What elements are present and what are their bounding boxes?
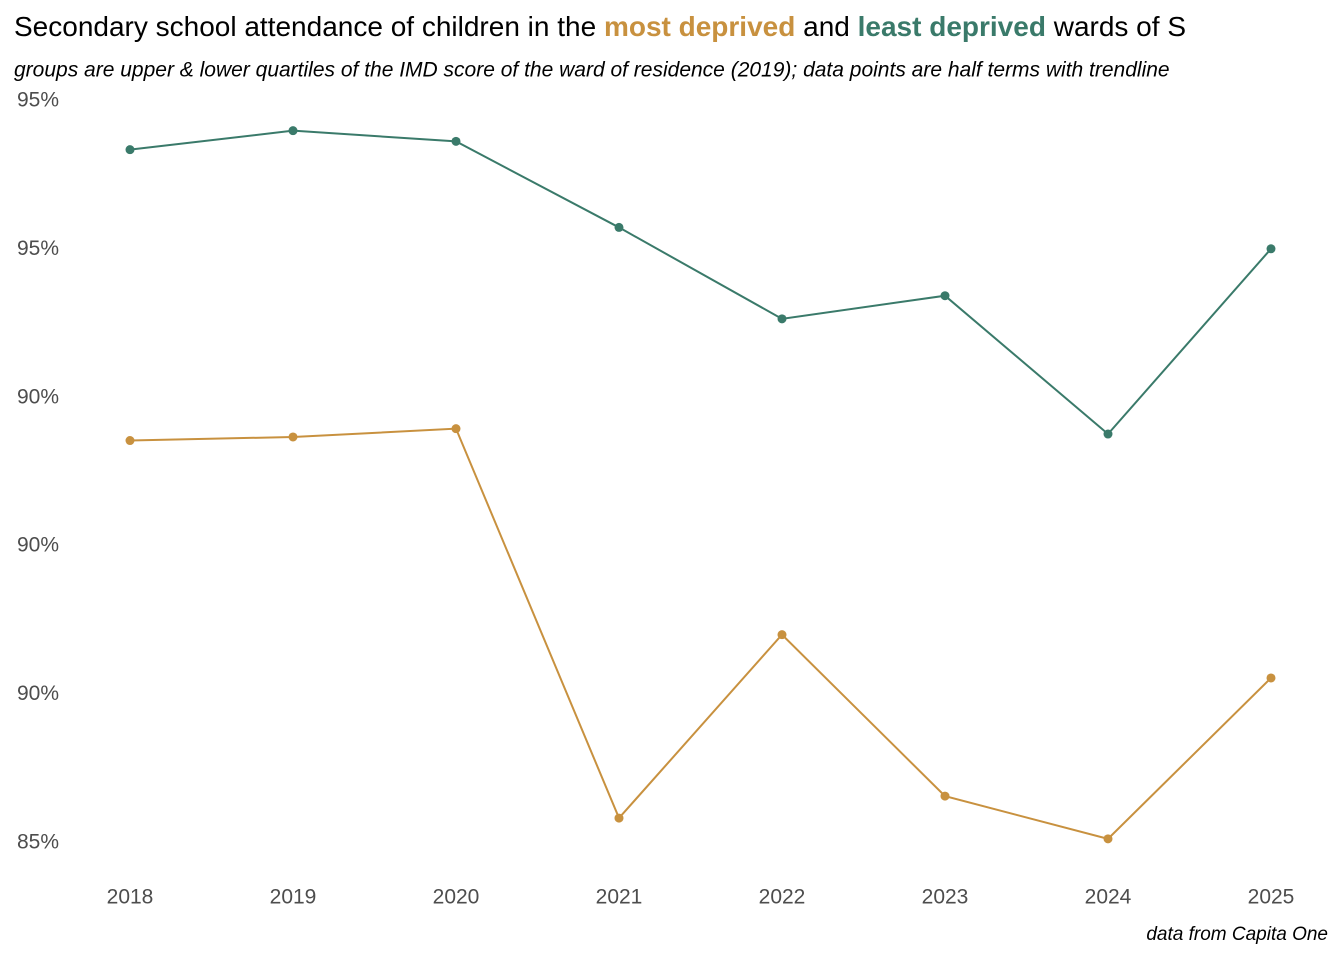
y-tick-label: 95% [17, 89, 59, 112]
data-point [1266, 244, 1276, 254]
subtitle: groups are upper & lower quartiles of th… [14, 59, 1170, 82]
y-tick-label: 90% [17, 385, 59, 408]
data-point [940, 291, 950, 301]
legend-entry: least deprived [858, 11, 1046, 42]
y-tick-label: 95% [17, 237, 59, 260]
x-tick-label: 2019 [270, 886, 317, 909]
data-point [1103, 834, 1113, 844]
data-point [777, 314, 787, 324]
series-line [129, 129, 1272, 436]
data-point [288, 432, 298, 442]
data-point [777, 630, 787, 640]
x-tick-label: 2025 [1248, 886, 1295, 909]
title-middle: and [795, 11, 857, 42]
y-tick-label: 90% [17, 534, 59, 557]
y-tick-label: 90% [17, 682, 59, 705]
title-start: Secondary school attendance of children … [14, 11, 604, 42]
data-point [451, 424, 461, 434]
data-point [614, 813, 624, 823]
y-tick-label: 85% [17, 831, 59, 854]
series-line [129, 427, 1272, 840]
x-tick-label: 2021 [596, 886, 643, 909]
caption: data from Capita One [1146, 924, 1328, 945]
x-tick-label: 2023 [922, 886, 969, 909]
title-end: wards of S [1046, 11, 1186, 42]
x-tick-label: 2020 [433, 886, 480, 909]
data-point [125, 145, 135, 155]
data-point [1103, 429, 1113, 439]
x-tick-label: 2024 [1085, 886, 1132, 909]
data-point [451, 136, 461, 146]
data-point [614, 222, 624, 232]
x-tick-label: 2018 [107, 886, 154, 909]
chart-title: Secondary school attendance of children … [14, 11, 1186, 42]
legend-entry: most deprived [604, 11, 795, 42]
x-tick-label: 2022 [759, 886, 806, 909]
data-point [940, 791, 950, 801]
data-point [288, 126, 298, 136]
data-point [1266, 673, 1276, 683]
data-point [125, 436, 135, 446]
